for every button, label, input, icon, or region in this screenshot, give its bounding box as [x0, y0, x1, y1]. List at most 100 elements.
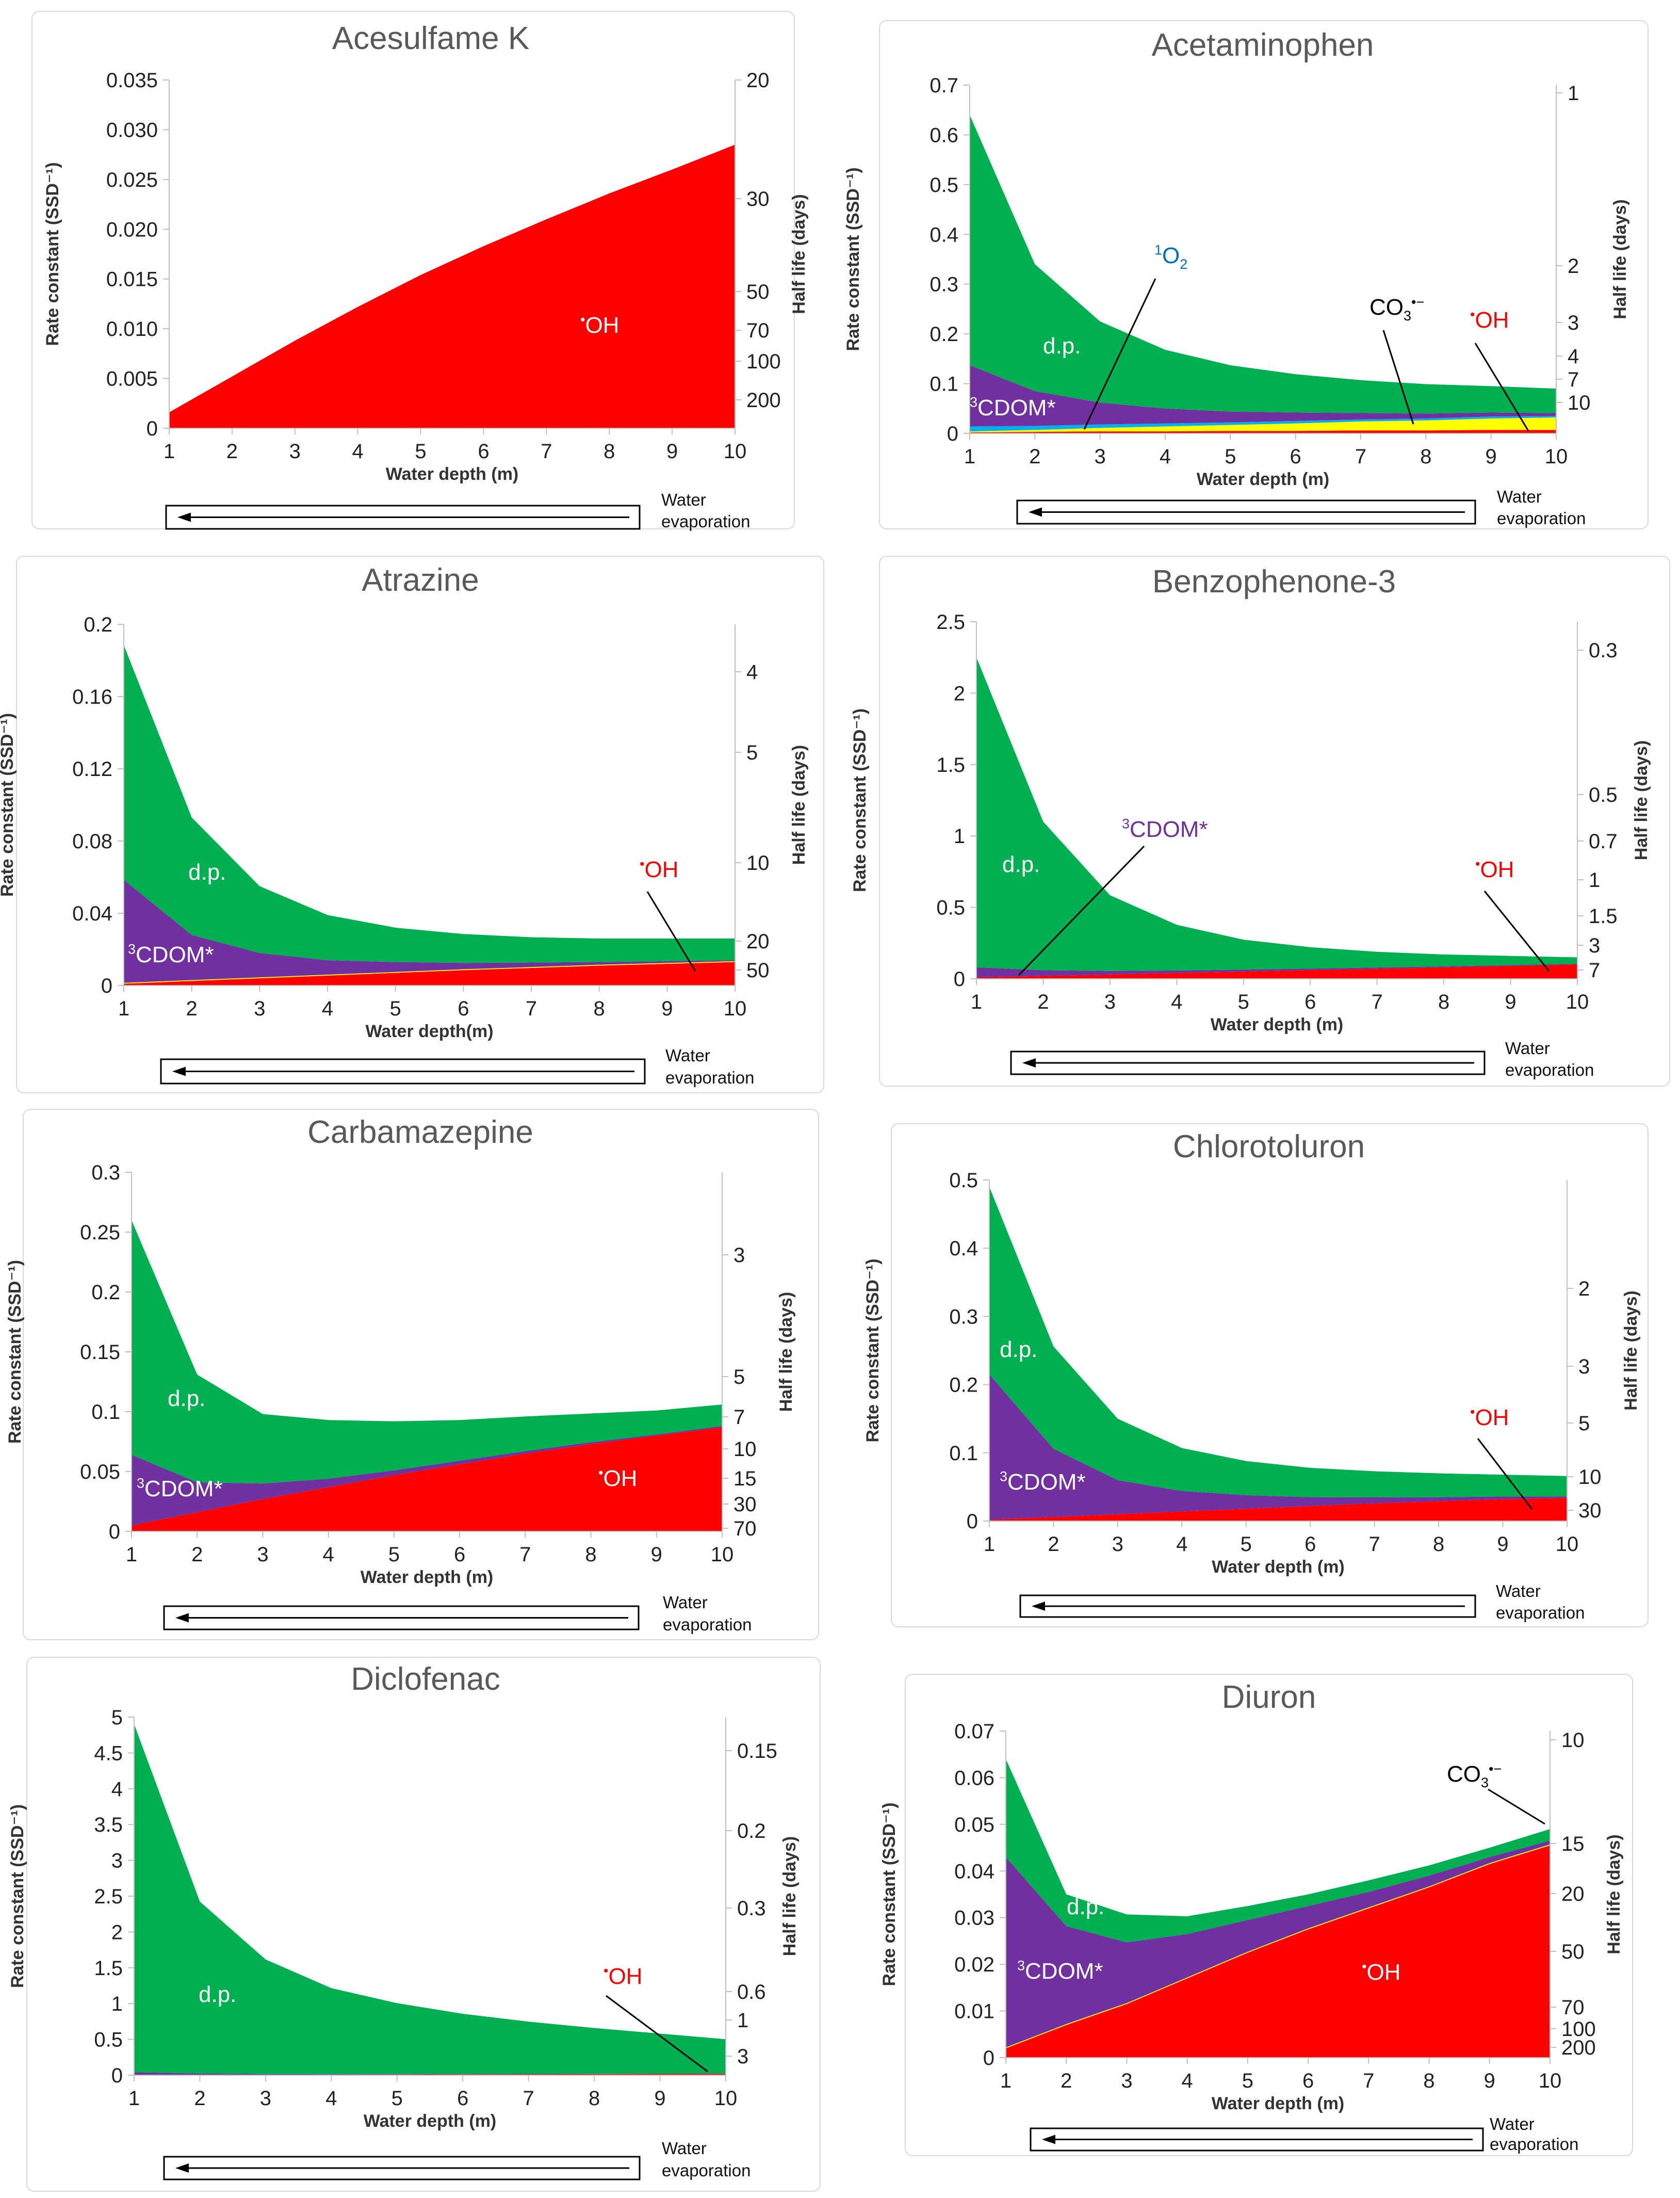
x-tick-label: 7	[1363, 2070, 1374, 2092]
label-superscript: •	[598, 1465, 603, 1480]
y-tick-label: 0.1	[949, 1442, 978, 1465]
label-superscript: 3	[1122, 816, 1130, 831]
x-tick-label: 8	[1420, 445, 1431, 468]
half-life-tick-label: 100	[1561, 2018, 1596, 2041]
label-subscript: 3	[1481, 1775, 1489, 1790]
x-tick-label: 1	[964, 445, 975, 468]
y-tick-label: 1.5	[936, 754, 965, 777]
x-tick-label: 4	[325, 2087, 337, 2110]
x-tick-label: 4	[1171, 991, 1182, 1013]
x-tick-label: 3	[254, 997, 265, 1020]
y-axis-label: Rate constant (SSD⁻¹)	[863, 1258, 883, 1442]
x-tick-label: 10	[1539, 2070, 1562, 2092]
y-tick-label: 0.04	[72, 902, 112, 925]
y-tick-label: 0.1	[929, 373, 958, 396]
evaporation-arrow-head	[172, 1066, 186, 1076]
half-life-tick-label: 0.2	[737, 1820, 766, 1843]
half-life-axis-label: Half life (days)	[780, 1836, 800, 1956]
area-3cdom	[134, 2072, 726, 2075]
label-superscript: 3	[137, 1475, 144, 1491]
evaporation-arrow-head	[175, 2163, 189, 2173]
x-tick-label: 7	[1369, 1533, 1380, 1556]
half-life-tick-label: 7	[733, 1406, 745, 1429]
evaporation-label-line-1: Water	[662, 2139, 707, 2158]
half-life-tick-label: 4	[1568, 345, 1579, 368]
region-label-co3: CO3•−	[1447, 1761, 1502, 1790]
x-tick-label: 2	[1061, 2070, 1072, 2092]
label-text: OH	[1475, 308, 1509, 333]
half-life-tick-label: 20	[746, 930, 770, 953]
x-axis-label: Water depth (m)	[364, 2111, 497, 2131]
area-d-p	[976, 657, 1577, 971]
x-axis-label: Water depth(m)	[365, 1022, 493, 1041]
label-text: CDOM*	[977, 395, 1056, 421]
label-superscript: •	[1475, 856, 1480, 871]
y-tick-label: 0.02	[954, 1953, 994, 1976]
panel-title: Benzophenone-3	[1152, 564, 1396, 600]
y-tick-label: 0.010	[106, 318, 158, 341]
label-subscript: 2	[1180, 256, 1187, 272]
x-tick-label: 10	[714, 2087, 738, 2110]
half-life-tick-label: 15	[733, 1467, 757, 1490]
y-tick-label: 0.015	[106, 268, 158, 291]
y-tick-label: 2.5	[936, 611, 965, 634]
x-tick-label: 2	[1037, 991, 1049, 1013]
half-life-tick-label: 10	[746, 852, 770, 875]
x-tick-label: 8	[604, 440, 615, 463]
half-life-tick-label: 10	[1561, 1729, 1585, 1752]
y-tick-label: 4	[111, 1778, 123, 1801]
half-life-tick-label: 70	[1561, 1996, 1585, 2019]
x-tick-label: 5	[415, 440, 426, 463]
area-d-p	[132, 1220, 722, 1484]
label-text: OH	[1480, 857, 1514, 882]
y-axis-label: Rate constant (SSD⁻¹)	[8, 1804, 27, 1988]
area-3cdom	[976, 963, 1577, 978]
x-tick-label: 9	[666, 440, 678, 463]
y-tick-label: 0	[109, 1521, 120, 1543]
region-label-3cdom: 3CDOM*	[128, 941, 214, 967]
x-tick-label: 6	[1302, 2070, 1314, 2092]
label-superscript: •	[1470, 1404, 1475, 1419]
x-tick-label: 6	[1290, 445, 1301, 468]
y-tick-label: 0.020	[106, 218, 158, 241]
region-label-3cdom: 3CDOM*	[1000, 1468, 1086, 1495]
half-life-tick-label: 0.15	[737, 1740, 777, 1763]
y-tick-label: 1	[954, 825, 965, 848]
x-tick-label: 3	[1095, 445, 1106, 468]
y-tick-label: 0.01	[954, 2000, 994, 2023]
half-life-tick-label: 10	[733, 1438, 757, 1461]
y-axis-label: Rate constant (SSD⁻¹)	[850, 708, 870, 892]
y-tick-label: 0.5	[936, 897, 965, 919]
y-axis-label: Rate constant (SSD⁻¹)	[879, 1802, 899, 1986]
x-tick-label: 7	[519, 1543, 531, 1566]
half-life-tick-label: 0.6	[737, 1981, 766, 2003]
label-superscript: •−	[1489, 1761, 1502, 1777]
region-label-d-p: d.p.	[199, 1982, 236, 2007]
x-tick-label: 5	[392, 2087, 403, 2110]
evaporation-indicator: Water evaporation	[165, 490, 750, 531]
y-tick-label: 0.2	[949, 1374, 978, 1397]
evaporation-indicator: Water evaporation	[1016, 487, 1586, 528]
region-label-d-p: d.p.	[1000, 1337, 1037, 1362]
x-tick-label: 6	[1304, 991, 1316, 1013]
region-label-oh: •OH	[598, 1465, 637, 1491]
area-oh	[1006, 1845, 1550, 2058]
panel-chlorotoluron: Chlorotoluron 0 0.1 0.2 0.3 0.4 0.5 1 2 3 4 5 6 7 8 9 10…	[863, 1123, 1649, 1627]
evaporation-arrow-head	[1022, 1058, 1036, 1068]
evaporation-label-line-2: evaporation	[661, 512, 750, 531]
label-text: CDOM*	[1025, 1959, 1103, 1984]
x-tick-label: 10	[1545, 445, 1568, 468]
callout-line	[606, 1995, 708, 2073]
panel-title: Diuron	[1222, 1679, 1316, 1715]
y-tick-label: 0.5	[929, 174, 958, 197]
half-life-tick-label: 70	[746, 319, 770, 342]
x-tick-label: 1	[984, 1533, 995, 1556]
panel-diclofenac: Diclofenac 0 0.5 1 1.5 2 2.5 3 3.5 4 4.5 5 1 2 3 4 5 6 7 8 9…	[8, 1657, 821, 2192]
x-tick-label: 5	[390, 997, 401, 1020]
x-tick-label: 3	[257, 1543, 268, 1566]
y-tick-label: 0	[111, 2064, 123, 2087]
panel-diuron: Diuron 0 0.01 0.02 0.03 0.04 0.05 0.06 0.07 1 2 3 4 5…	[879, 1674, 1633, 2156]
label-subscript: 3	[1404, 308, 1411, 324]
half-life-tick-label: 1	[1589, 869, 1600, 892]
